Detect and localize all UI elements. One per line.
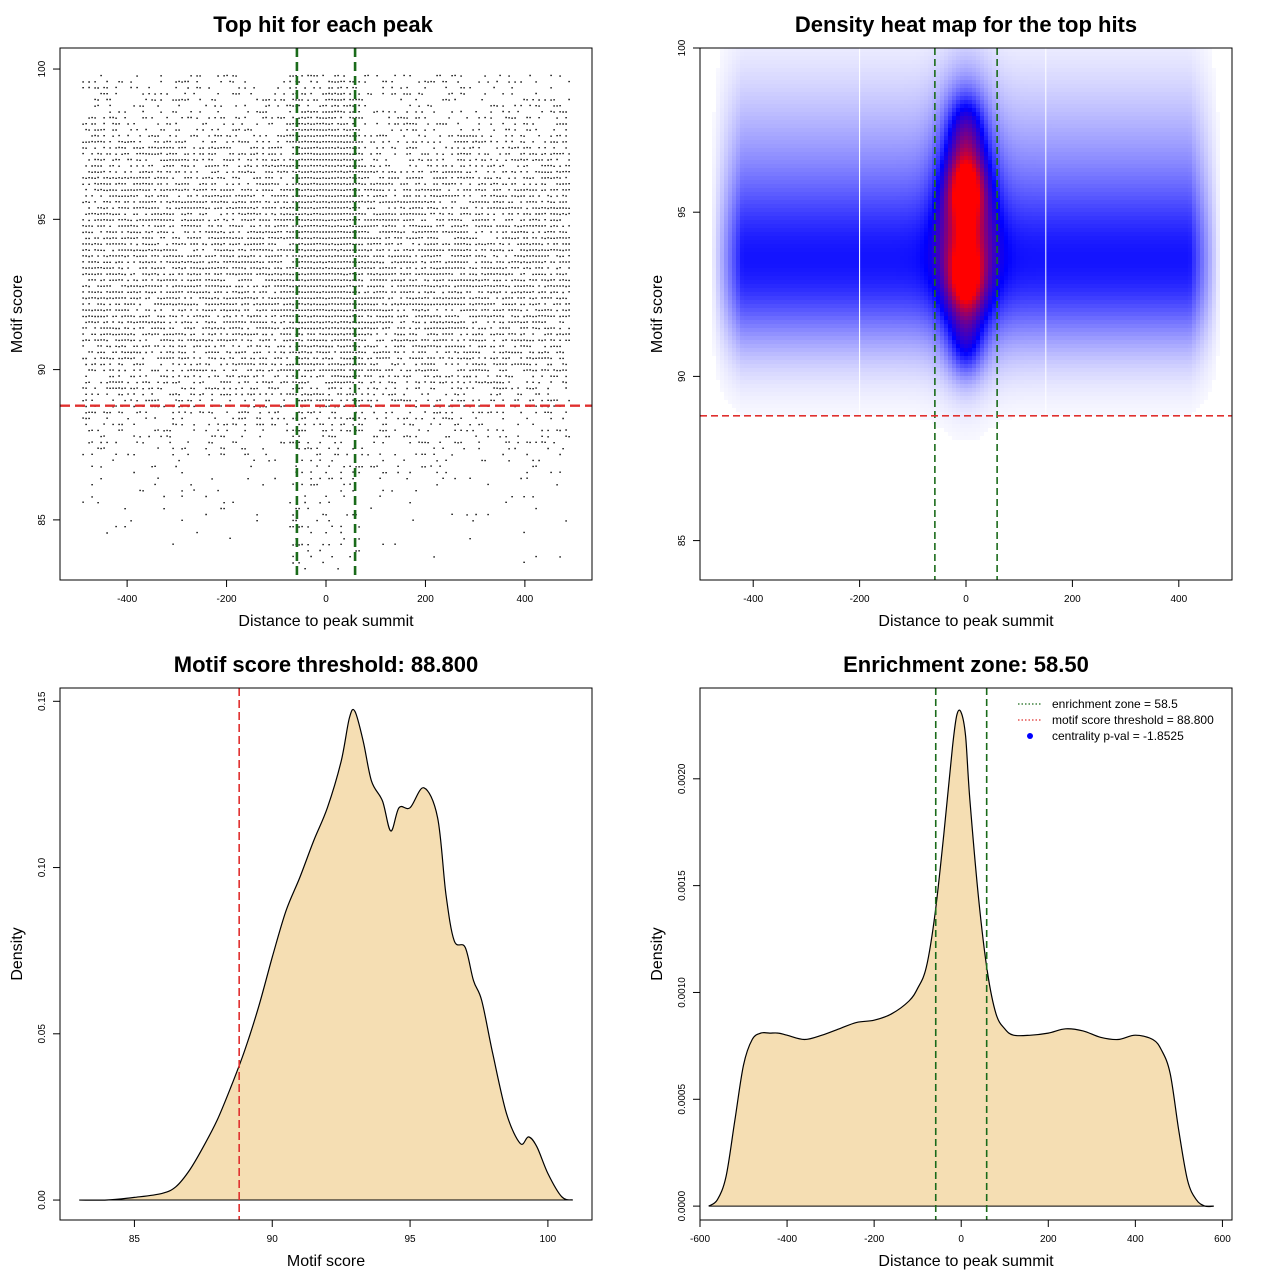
panel-title: Motif score threshold: 88.800 xyxy=(174,652,478,677)
x-tick-label: -200 xyxy=(850,594,870,605)
legend-label: centrality p-val = -1.8525 xyxy=(1052,729,1184,743)
y-tick-label: 0.0020 xyxy=(677,763,688,794)
y-tick-label: 0.0000 xyxy=(677,1190,688,1221)
x-tick-label: 200 xyxy=(1040,1234,1057,1245)
y-tick-label: 85 xyxy=(677,535,688,547)
y-tick-label: 90 xyxy=(677,370,688,382)
x-tick-label: -400 xyxy=(777,1234,797,1245)
x-tick-label: 95 xyxy=(405,1234,417,1245)
x-tick-label: 200 xyxy=(1064,594,1081,605)
legend-label: motif score threshold = 88.800 xyxy=(1052,713,1214,727)
legend-point-swatch xyxy=(1027,733,1033,739)
x-tick-label: 0 xyxy=(323,594,329,605)
y-axis-label: Motif score xyxy=(649,275,666,353)
y-axis-label: Density xyxy=(649,927,666,980)
x-tick-label: 600 xyxy=(1214,1234,1231,1245)
x-tick-label: 0 xyxy=(963,594,969,605)
density-curve xyxy=(79,708,573,1201)
panel-title: Density heat map for the top hits xyxy=(795,12,1137,37)
score-density-panel: Motif score threshold: 88.800 Motif score… xyxy=(9,652,593,1270)
density-heatmap xyxy=(712,48,1220,440)
distance-density-panel: Enrichment zone: 58.50 Distance to peak s… xyxy=(649,652,1233,1270)
heatmap-panel: Density heat map for the top hits Distanc… xyxy=(649,12,1233,630)
y-tick-label: 0.05 xyxy=(37,1024,48,1044)
x-tick-label: 400 xyxy=(1127,1234,1144,1245)
density-curve xyxy=(708,709,1214,1208)
y-tick-label: 100 xyxy=(677,39,688,56)
x-tick-label: 400 xyxy=(1170,594,1187,605)
scatter-dots xyxy=(82,74,570,570)
density-area-fill xyxy=(708,710,1214,1207)
x-tick-label: 85 xyxy=(129,1234,141,1245)
x-tick-label: -600 xyxy=(690,1234,710,1245)
y-tick-label: 90 xyxy=(37,364,48,376)
x-tick-label: -200 xyxy=(217,594,237,605)
y-tick-label: 0.10 xyxy=(37,857,48,877)
panel-title: Top hit for each peak xyxy=(213,12,433,37)
x-axis-label: Distance to peak summit xyxy=(878,613,1054,630)
y-tick-label: 0.0015 xyxy=(677,870,688,901)
density-area-fill xyxy=(79,709,573,1201)
y-axis-label: Density xyxy=(9,927,26,980)
y-tick-label: 95 xyxy=(37,213,48,225)
legend-label: enrichment zone = 58.5 xyxy=(1052,697,1178,711)
y-tick-label: 0.0010 xyxy=(677,977,688,1008)
x-tick-label: 90 xyxy=(267,1234,279,1245)
y-tick-label: 100 xyxy=(37,60,48,77)
y-axis-label: Motif score xyxy=(9,275,26,353)
x-tick-label: 200 xyxy=(417,594,434,605)
legend: enrichment zone = 58.5 motif score thresh… xyxy=(1018,697,1214,743)
y-tick-label: 85 xyxy=(37,514,48,526)
x-axis-label: Distance to peak summit xyxy=(878,1253,1054,1270)
x-axis-label: Motif score xyxy=(287,1253,365,1270)
x-tick-label: 0 xyxy=(958,1234,964,1245)
x-tick-label: -400 xyxy=(743,594,763,605)
x-tick-label: -400 xyxy=(117,594,137,605)
plot-frame xyxy=(59,47,593,581)
y-tick-label: 95 xyxy=(677,206,688,218)
panel-title: Enrichment zone: 58.50 xyxy=(843,652,1089,677)
x-tick-label: 100 xyxy=(540,1234,557,1245)
y-tick-label: 0.00 xyxy=(37,1190,48,1210)
scatter-panel: Top hit for each peak Distance to peak su… xyxy=(9,12,593,630)
y-tick-label: 0.15 xyxy=(37,691,48,711)
scatter-points xyxy=(82,74,570,570)
x-axis-label: Distance to peak summit xyxy=(238,613,414,630)
x-tick-label: 400 xyxy=(517,594,534,605)
y-tick-label: 0.0005 xyxy=(677,1084,688,1115)
x-tick-label: -200 xyxy=(864,1234,884,1245)
